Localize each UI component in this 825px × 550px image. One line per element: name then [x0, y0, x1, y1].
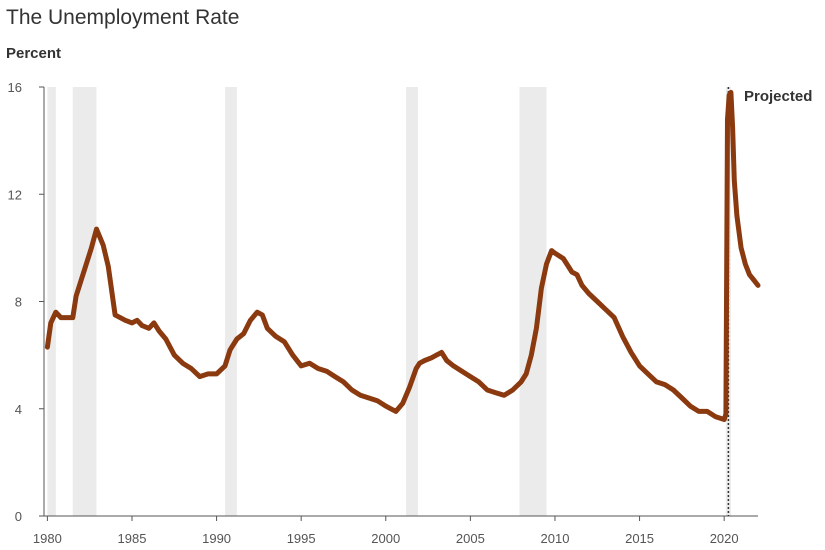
y-tick-label: 4: [15, 402, 22, 417]
x-tick-label: 1980: [33, 531, 62, 546]
y-tick-label: 8: [15, 295, 22, 310]
recession-shading: [47, 87, 731, 516]
y-tick-label: 12: [8, 187, 22, 202]
y-tick-label: 0: [15, 509, 22, 524]
recession-band-3: [406, 87, 418, 516]
recession-band-2: [225, 87, 237, 516]
chart-title: The Unemployment Rate: [6, 6, 240, 29]
projected-annotation: Projected: [744, 88, 812, 105]
axes: [43, 87, 758, 517]
y-axis-label: Percent: [6, 45, 62, 62]
recession-band-1: [72, 87, 97, 516]
y-tick-label: 16: [8, 80, 22, 95]
x-tick-label: 2015: [625, 531, 654, 546]
x-tick-label: 1985: [118, 531, 147, 546]
x-tick-labels: 1980 1985 1990 1995 2000 2005 2010 2015 2020: [33, 516, 739, 546]
x-tick-label: 2000: [371, 531, 400, 546]
y-tick-labels: 0 4 8 12 16: [8, 80, 44, 524]
recession-band-0: [47, 87, 56, 516]
x-tick-label: 2005: [456, 531, 485, 546]
x-tick-label: 1995: [287, 531, 316, 546]
x-tick-label: 2010: [541, 531, 570, 546]
series-line-unemployment-rate: [44, 89, 761, 422]
x-tick-label: 1990: [202, 531, 231, 546]
x-tick-label: 2020: [710, 531, 739, 546]
recession-band-4: [519, 87, 547, 516]
